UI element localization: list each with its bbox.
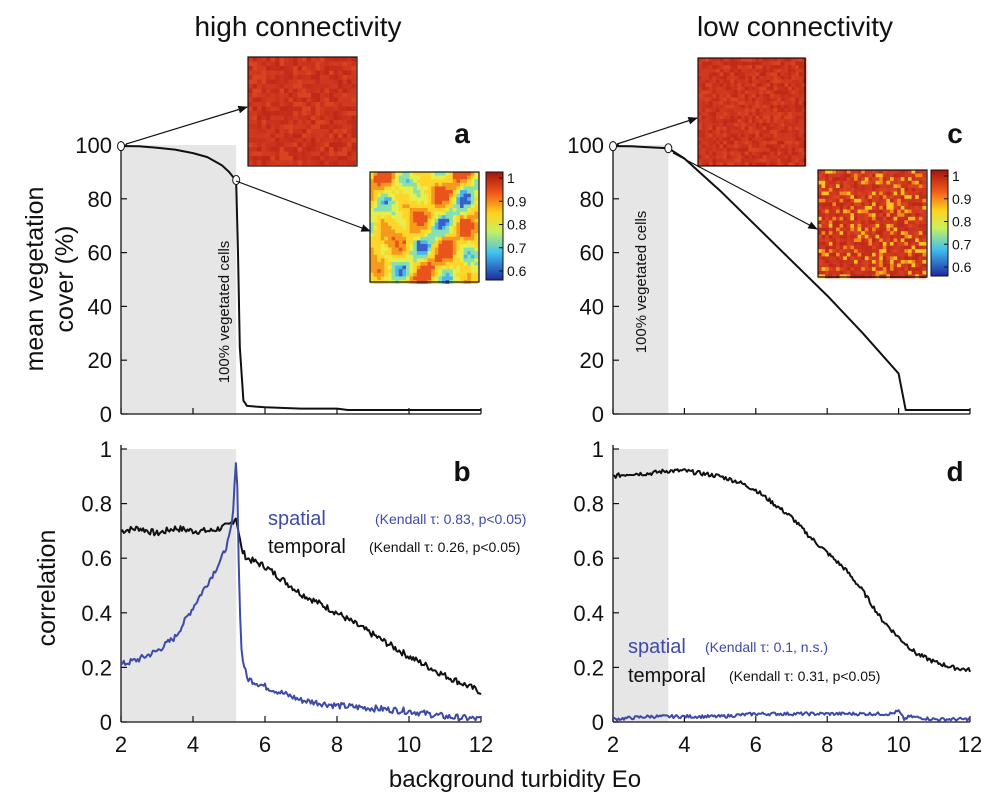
x-axis-label: background turbidity Eo [389,766,641,793]
inset-anchor-marker [232,174,241,185]
y-tick-label: 0.2 [81,655,112,680]
y-tick-label: 100 [567,133,604,158]
y-tick-label: 0.8 [573,492,604,517]
colorbar-high: 1 0.9 0.8 0.7 0.6 [485,170,527,281]
shaded-region [613,145,669,414]
y-tick-label: 20 [88,348,112,373]
y-tick-label: 40 [88,294,112,319]
series-line-cover [612,145,970,411]
colorbar-tick-label: 0.8 [952,214,972,230]
y-tick-label: 0 [592,710,604,735]
inset-map-high-eo5 [369,171,480,284]
y-tick-label: 0.4 [573,601,604,626]
y-tick-label: 0.6 [573,546,604,571]
colorbar-tick-label: 0.9 [507,193,527,209]
x-tick-label: 4 [187,732,199,757]
title-high-connectivity: high connectivity [194,11,401,42]
inset-map-low-eo2 [697,57,807,167]
y-tick-label: 0 [592,402,604,427]
shaded-region [121,449,237,722]
x-tick-label: 6 [259,732,271,757]
title-low-connectivity: low connectivity [697,11,893,42]
inset-arrow [616,117,698,145]
y-tick-label: 0.2 [573,655,604,680]
panel-letter: d [946,456,963,487]
x-tick-label: 10 [886,732,910,757]
y-tick-label: 1 [592,437,604,462]
y-tick-label: 0.4 [81,601,112,626]
y-tick-label: 0 [100,710,112,735]
inset-arrow [235,180,371,232]
y-tick-label: 60 [88,241,112,266]
y-tick-label: 60 [580,241,604,266]
panel-d: 2 4 6 8 10 12 0 0.2 0.4 0.6 0.8 1 d spatial (Kendall τ… [573,437,982,757]
legend-temporal-label: temporal [268,536,346,558]
colorbar-tick-label: 0.8 [507,217,527,233]
colorbar-low: 1 0.9 0.8 0.7 0.6 [930,168,972,277]
y-axis-label-cover-line2: cover (%) [51,226,79,333]
inset-maps [125,56,928,284]
series-line-spatial [120,462,482,722]
x-tick-label: 2 [115,732,127,757]
x-tick-label: 4 [678,732,690,757]
colorbar-tick-label: 1 [507,170,515,186]
panel-a: 0 20 40 60 80 100 a [75,118,482,427]
colorbar-tick-label: 0.7 [952,236,972,252]
x-tick-label: 2 [607,732,619,757]
colorbar-tick-label: 0.9 [952,191,972,207]
y-tick-label: 80 [580,187,604,212]
y-tick-label: 40 [580,294,604,319]
inset-map-high-eo2 [247,56,358,167]
legend-spatial-stat: (Kendall τ: 0.83, p<0.05) [375,511,526,527]
y-tick-label: 80 [88,187,112,212]
inset-anchor-marker [609,141,617,152]
y-tick-label: 20 [580,348,604,373]
svg-text:100% vegetated cells: 100% vegetated cells [633,211,650,354]
x-tick-label: 6 [750,732,762,757]
x-tick-label: 10 [397,732,421,757]
colorbar-tick-label: 0.6 [952,259,972,275]
panel-letter: a [454,118,470,149]
legend-temporal-stat: (Kendall τ: 0.31, p<0.05) [729,668,880,684]
panel-c: 0 20 40 60 80 100 c [567,118,971,427]
x-tick-label: 12 [469,732,493,757]
legend-temporal-stat: (Kendall τ: 0.26, p<0.05) [369,539,520,555]
legend-spatial-label: spatial [628,636,686,658]
shade-label-high: 100% vegetated cells [216,241,233,384]
series-line-spatial [612,709,971,722]
inset-anchor-marker [117,141,125,152]
series-line-cover [120,145,481,411]
panel-b: 2 4 6 8 10 12 0 0.2 0.4 0.6 0.8 1 b spatial (Kendall τ… [81,437,526,757]
shaded-region [121,145,237,414]
y-tick-label: 0.8 [81,492,112,517]
legend-temporal-label: temporal [628,665,706,687]
y-tick-label: 100 [75,133,112,158]
inset-map-low-eo3 [817,169,928,279]
y-tick-label: 0.6 [81,546,112,571]
series-line-temporal [120,517,482,696]
y-axis-label-correlation: correlation [33,530,61,647]
legend-spatial-label: spatial [268,508,326,530]
series-line-temporal [612,468,971,673]
colorbar-tick-label: 1 [952,168,960,184]
legend-spatial-stat: (Kendall τ: 0.1, n.s.) [705,639,828,655]
panel-letter: c [947,118,963,149]
shade-label-low: 100% vegetated cells [633,211,650,354]
shaded-region [613,449,669,722]
x-tick-label: 8 [821,732,833,757]
y-tick-label: 0 [100,402,112,427]
colorbar-tick-label: 0.7 [507,240,527,256]
inset-arrow [125,105,248,145]
inset-arrow [672,152,818,230]
inset-anchor-marker [664,143,673,154]
y-tick-label: 1 [100,437,112,462]
panel-letter: b [453,456,470,487]
colorbar-tick-label: 0.6 [507,263,527,279]
x-tick-label: 8 [331,732,343,757]
x-tick-label: 12 [958,732,982,757]
y-axis-label-cover-line1: mean vegetation [21,187,49,372]
svg-text:100% vegetated cells: 100% vegetated cells [216,241,233,384]
